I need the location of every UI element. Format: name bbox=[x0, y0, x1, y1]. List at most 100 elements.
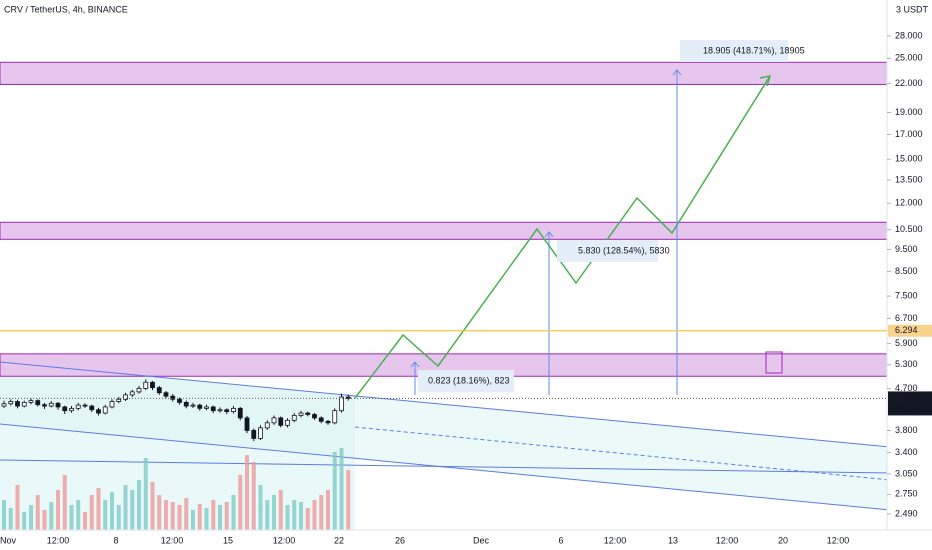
candle-body bbox=[150, 381, 155, 389]
candle-body bbox=[82, 404, 88, 407]
volume-bar bbox=[164, 500, 168, 530]
current-price-tag bbox=[888, 391, 932, 416]
volume-bar bbox=[123, 485, 128, 530]
volume-bar bbox=[184, 498, 189, 530]
volume-bar bbox=[258, 485, 263, 530]
price-tick-label: 25.000 bbox=[895, 53, 923, 63]
candle-body bbox=[42, 404, 47, 407]
volume-bar bbox=[96, 488, 101, 530]
volume-bar bbox=[42, 510, 47, 530]
volume-bar bbox=[191, 510, 195, 530]
volume-bar bbox=[278, 490, 283, 530]
volume-bar bbox=[157, 495, 162, 530]
volume-bar bbox=[285, 505, 290, 530]
candle-body bbox=[15, 401, 20, 407]
candle-body bbox=[291, 415, 297, 421]
projection-arrow bbox=[759, 75, 772, 87]
time-tick-label: 12:00 bbox=[827, 535, 850, 545]
time-tick-label: 12:00 bbox=[716, 535, 739, 545]
candle-body bbox=[96, 409, 101, 414]
candle-body bbox=[8, 401, 14, 405]
projection-path bbox=[354, 75, 771, 399]
symbol-title: CRV / TetherUS, 4h, BINANCE bbox=[4, 4, 128, 14]
volume-bar bbox=[305, 508, 310, 530]
price-tick-label: 4.700 bbox=[895, 383, 918, 393]
candle-body bbox=[123, 394, 128, 400]
candle-body bbox=[190, 404, 196, 407]
candle-body bbox=[69, 407, 74, 412]
volume-bar bbox=[218, 505, 222, 530]
time-tick-label: 8 bbox=[113, 535, 118, 545]
measure-box bbox=[418, 370, 514, 392]
volume-bar bbox=[8, 508, 13, 530]
measure-box bbox=[680, 40, 788, 62]
candle-body bbox=[116, 398, 122, 402]
candle-body bbox=[244, 417, 250, 431]
candle-body bbox=[332, 410, 338, 424]
volume-bar bbox=[177, 505, 182, 530]
volume-bar bbox=[69, 505, 74, 530]
volume-bar bbox=[197, 504, 202, 530]
zone-marker bbox=[765, 351, 783, 374]
candle-body bbox=[231, 407, 236, 413]
volume-bar bbox=[56, 490, 60, 530]
price-tick-label: 5.900 bbox=[895, 338, 918, 348]
volume-bar bbox=[170, 502, 175, 530]
candle-body bbox=[224, 409, 230, 413]
time-tick-label: 6 bbox=[558, 535, 563, 545]
candle-body bbox=[318, 417, 324, 422]
candle-body bbox=[48, 402, 54, 407]
time-tick-label: Dec bbox=[473, 535, 490, 545]
candle-body bbox=[28, 400, 34, 403]
candle-body bbox=[305, 412, 311, 415]
resistance-zone bbox=[0, 61, 888, 85]
time-tick-label: 12:00 bbox=[273, 535, 296, 545]
volume-bar bbox=[326, 490, 330, 530]
volume-bar bbox=[22, 512, 27, 530]
candle-body bbox=[129, 391, 135, 396]
volume-bar bbox=[299, 502, 303, 530]
price-tick-label: 13.500 bbox=[895, 174, 923, 184]
volume-bar bbox=[35, 495, 40, 530]
price-tick-label: 2.750 bbox=[895, 489, 918, 499]
price-tick-label: 8.500 bbox=[895, 266, 918, 276]
candle-body bbox=[204, 406, 209, 409]
level-tag-label: 6.294 bbox=[895, 325, 918, 335]
candle-body bbox=[251, 430, 257, 439]
candle-body bbox=[89, 405, 95, 411]
candle-body bbox=[258, 427, 263, 439]
volume-bar bbox=[116, 505, 121, 530]
volume-bar bbox=[110, 492, 114, 530]
candle-body bbox=[264, 422, 270, 429]
volume-bar bbox=[76, 500, 81, 530]
candle-body bbox=[143, 381, 149, 389]
candle-body bbox=[197, 404, 203, 409]
price-tick-label: 15.000 bbox=[895, 154, 923, 164]
volume-bar bbox=[204, 508, 209, 530]
price-tick-label: 3.400 bbox=[895, 447, 918, 457]
measure-label: 0.823 (18.16%), 823 bbox=[428, 375, 510, 385]
price-tick-label: 7.500 bbox=[895, 291, 918, 301]
volume-bar bbox=[137, 480, 141, 530]
volume-bar bbox=[49, 502, 54, 530]
volume-bar bbox=[130, 490, 135, 530]
candle-body bbox=[170, 395, 176, 400]
candle-body bbox=[102, 406, 108, 414]
time-tick-label: 12:00 bbox=[604, 535, 627, 545]
candle-body bbox=[312, 414, 317, 419]
time-tick-label: 13 bbox=[668, 535, 678, 545]
volume-bar bbox=[346, 470, 351, 530]
mid-line bbox=[354, 426, 891, 481]
volume-bar bbox=[150, 482, 155, 530]
time-tick-label: 15 bbox=[223, 535, 233, 545]
candle-body bbox=[339, 396, 344, 412]
countdown-label: 51:23 bbox=[895, 403, 918, 413]
candle-body bbox=[156, 387, 162, 394]
time-tick-label: 12:00 bbox=[161, 535, 184, 545]
history-fill bbox=[0, 362, 355, 530]
candle-body bbox=[325, 420, 331, 424]
candle-body bbox=[271, 417, 277, 424]
time-tick-label: 12:00 bbox=[47, 535, 70, 545]
candle-body bbox=[109, 401, 115, 408]
